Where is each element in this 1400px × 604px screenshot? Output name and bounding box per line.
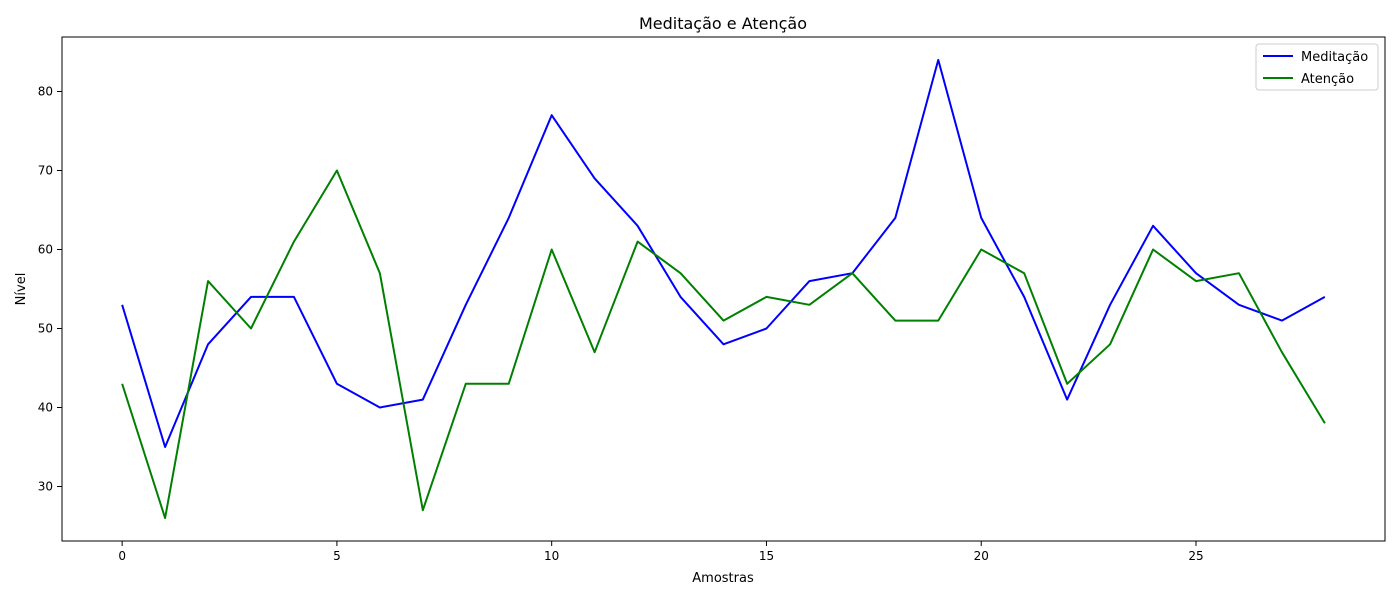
chart-title: Meditação e Atenção [639,14,807,33]
y-tick-label: 30 [38,479,53,493]
legend: Meditação Atenção [1255,43,1379,91]
y-tick-label: 50 [38,321,53,335]
x-axis-ticks: 0 5 10 15 20 25 [118,541,1204,563]
y-axis-ticks: 30 40 50 60 70 80 [38,85,62,493]
x-tick-label: 10 [544,549,559,563]
x-tick-label: 0 [118,549,126,563]
x-axis-label: Amostras [692,571,754,586]
series-line-meditacao [121,58,1326,448]
plot-frame [61,36,1386,542]
y-tick-label: 60 [38,243,53,257]
x-tick-label: 25 [1188,549,1203,563]
series-line-atencao [121,169,1326,520]
x-tick-label: 20 [974,549,989,563]
y-tick-label: 80 [38,85,53,99]
y-tick-label: 40 [38,400,53,414]
legend-label-atencao: Atenção [1301,72,1354,87]
y-axis-label: Nível [14,273,29,306]
x-tick-label: 15 [759,549,774,563]
legend-label-meditacao: Meditação [1301,50,1368,65]
series-layer [121,58,1326,520]
x-tick-label: 5 [333,549,341,563]
y-tick-label: 70 [38,164,53,178]
